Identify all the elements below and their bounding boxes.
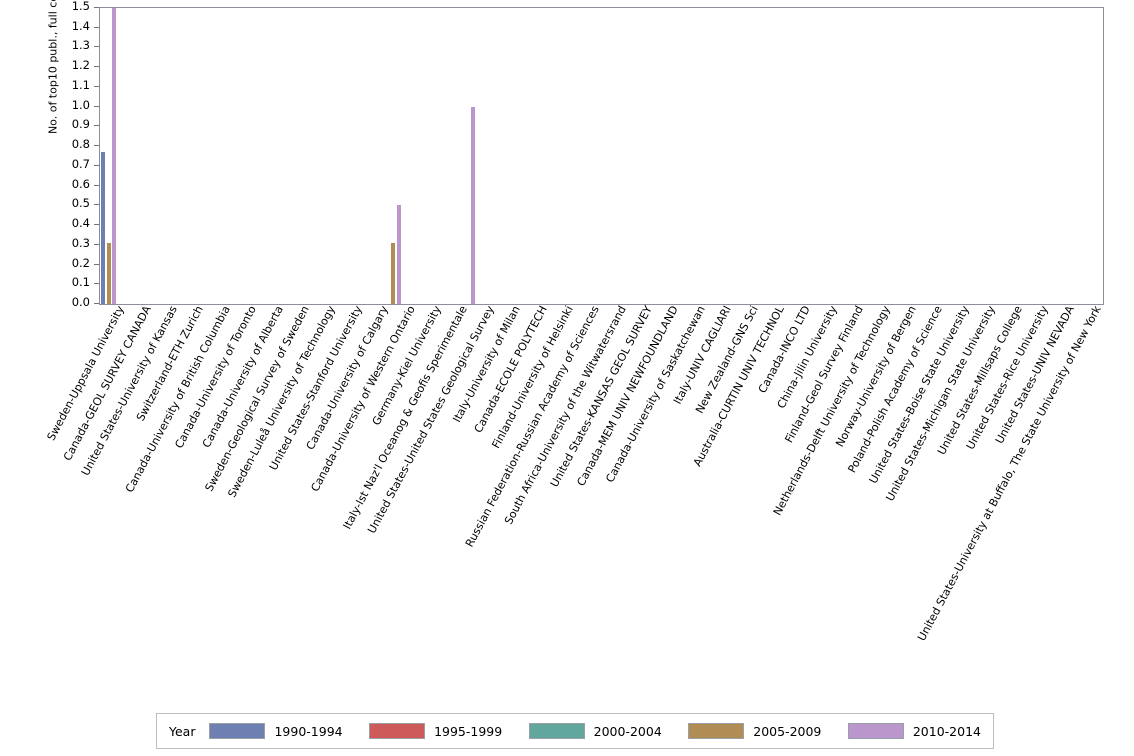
legend-swatch bbox=[847, 723, 904, 739]
legend-label: 2005-2009 bbox=[753, 723, 822, 739]
y-axis-tick-mark bbox=[94, 224, 99, 226]
y-axis-tick-mark bbox=[94, 184, 99, 186]
y-axis-tick-label: 0.2 bbox=[71, 255, 90, 270]
bar bbox=[112, 8, 117, 304]
bar bbox=[391, 242, 396, 304]
y-axis-tick-label: 1.1 bbox=[71, 77, 90, 92]
y-axis-tick-mark bbox=[94, 66, 99, 68]
y-axis-tick-mark bbox=[94, 26, 99, 28]
chart-legend: Year 1990-1994 1995-1999 2000-2004 2005-200… bbox=[156, 713, 994, 749]
legend-label: 1995-1999 bbox=[434, 723, 503, 739]
y-axis-tick-mark bbox=[94, 303, 99, 304]
y-axis-tick-mark bbox=[94, 283, 99, 285]
legend-item[interactable]: 1990-1994 bbox=[209, 723, 343, 739]
y-axis-tick-mark bbox=[94, 85, 99, 87]
y-axis-tick-mark bbox=[94, 105, 99, 107]
legend-items: 1990-1994 1995-1999 2000-2004 2005-2009 2010… bbox=[209, 723, 981, 739]
bar bbox=[101, 152, 105, 304]
legend-item[interactable]: 2010-2014 bbox=[847, 723, 981, 739]
y-axis-tick-mark bbox=[94, 145, 99, 147]
y-axis-tick-mark bbox=[94, 243, 99, 245]
y-axis-tick-label: 1.2 bbox=[71, 58, 90, 73]
legend-label: 2010-2014 bbox=[912, 723, 981, 739]
y-axis-tick-mark bbox=[94, 263, 99, 265]
legend-label: 1990-1994 bbox=[274, 723, 343, 739]
legend-swatch bbox=[209, 723, 266, 739]
y-axis-tick-label: 0.8 bbox=[71, 137, 90, 152]
legend-swatch bbox=[528, 723, 585, 739]
plot-area bbox=[99, 7, 1104, 305]
bar bbox=[470, 106, 475, 304]
y-axis-tick-mark bbox=[94, 46, 99, 48]
legend-item[interactable]: 2000-2004 bbox=[528, 723, 662, 739]
legend-swatch bbox=[369, 723, 426, 739]
y-axis-tick-mark bbox=[94, 204, 99, 206]
y-axis-tick-label: 1.0 bbox=[71, 97, 90, 112]
y-axis-tick-label: 0.3 bbox=[71, 235, 90, 250]
legend-label: 2000-2004 bbox=[593, 723, 662, 739]
y-axis-tick-label: 0.5 bbox=[71, 196, 90, 211]
y-axis-ticks: 0.0 0.1 0.2 0.3 0.4 0.5 0.6 0.7 0.8 0.9 1.0 1.1 1.2 1… bbox=[0, 0, 99, 312]
bar bbox=[106, 242, 111, 304]
bar-series-container bbox=[100, 8, 1103, 304]
legend-swatch bbox=[688, 723, 745, 739]
y-axis-tick-label: 0.9 bbox=[71, 117, 90, 132]
y-axis-tick-label: 1.3 bbox=[71, 38, 90, 53]
y-axis-tick-mark bbox=[94, 7, 99, 8]
legend-item[interactable]: 2005-2009 bbox=[688, 723, 821, 739]
bar bbox=[396, 205, 401, 304]
y-axis-tick-mark bbox=[94, 125, 99, 127]
y-axis-tick-label: 0.7 bbox=[71, 156, 90, 171]
y-axis-tick-label: 0.4 bbox=[71, 216, 90, 231]
y-axis-tick-label: 0.1 bbox=[71, 275, 90, 290]
y-axis-tick-label: 1.4 bbox=[71, 18, 90, 33]
y-axis-tick-mark bbox=[94, 164, 99, 166]
legend-item[interactable]: 1995-1999 bbox=[369, 723, 502, 739]
y-axis-tick-label: 1.5 bbox=[71, 0, 90, 13]
y-axis-tick-label: 0.0 bbox=[71, 295, 90, 309]
x-axis-labels: Sweden-Uppsala University Canada-GEOL SUR… bbox=[0, 304, 1134, 715]
legend-title: Year bbox=[169, 723, 196, 739]
y-axis-tick-label: 0.6 bbox=[71, 176, 90, 191]
